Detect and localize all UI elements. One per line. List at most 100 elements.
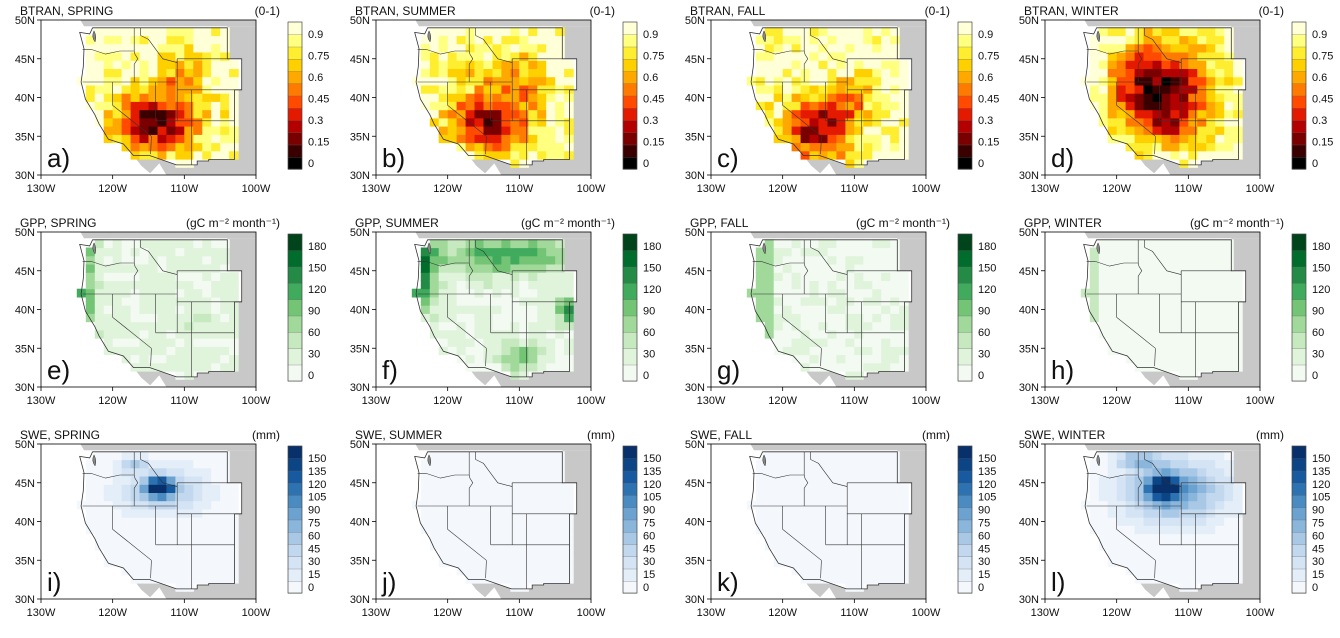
y-tick-label: 30N <box>15 170 35 182</box>
colorbar-tick-label: 45 <box>643 543 655 555</box>
grid-cell <box>211 338 221 347</box>
grid-cell <box>899 84 909 94</box>
grid-cell <box>854 500 864 510</box>
grid-cell <box>1170 288 1180 298</box>
grid-cell <box>1233 150 1243 160</box>
grid-cell <box>854 288 864 298</box>
grid-cell <box>130 93 141 102</box>
grid-cell <box>1098 93 1109 102</box>
grid-cell <box>175 117 185 127</box>
colorbar-swatch <box>622 132 638 146</box>
grid-cell <box>1188 93 1198 102</box>
grid-cell <box>474 517 485 526</box>
grid-cell <box>1134 484 1145 493</box>
grid-cell <box>220 467 230 477</box>
grid-cell <box>818 134 829 144</box>
grid-cell <box>872 467 882 477</box>
y-tick-label: 40N <box>685 517 705 529</box>
grid-cell <box>456 134 467 144</box>
grid-cell <box>429 68 440 78</box>
data-grid <box>1080 451 1243 592</box>
map-svg: 130W 120W 110W 100W30N35N40N45N50N150135120… <box>1019 439 1331 619</box>
grid-cell <box>1125 550 1136 559</box>
grid-cell <box>791 492 802 502</box>
grid-cell <box>220 296 230 306</box>
grid-cell <box>1188 35 1198 45</box>
grid-cell <box>519 550 529 559</box>
grid-cell <box>764 484 775 493</box>
grid-cell <box>528 467 538 477</box>
x-tick-label: 100W <box>577 395 606 407</box>
grid-cell <box>175 109 185 119</box>
grid-cell <box>818 476 829 485</box>
grid-cell <box>1206 288 1216 298</box>
grid-cell <box>456 280 467 290</box>
grid-cell <box>220 60 230 69</box>
grid-cell <box>184 272 194 281</box>
grid-cell <box>85 525 96 535</box>
grid-cell <box>1134 321 1145 331</box>
grid-cell <box>1224 109 1234 119</box>
grid-cell <box>1134 305 1145 314</box>
grid-cell <box>1197 533 1207 543</box>
colorbar-tick-label: 150 <box>978 453 996 465</box>
y-tick-label: 35N <box>15 131 35 143</box>
grid-cell <box>148 574 159 584</box>
x-tick-label: 100W <box>1246 395 1275 407</box>
grid-cell <box>1134 500 1145 510</box>
grid-cell <box>537 264 547 273</box>
grid-cell <box>782 272 793 281</box>
grid-cell <box>1224 76 1234 86</box>
grid-cell <box>184 550 194 559</box>
grid-cell <box>827 476 838 485</box>
grid-cell <box>564 93 574 102</box>
grid-cell <box>1170 150 1180 160</box>
grid-cell <box>121 467 132 477</box>
grid-cell <box>755 492 766 502</box>
grid-cell <box>818 500 829 510</box>
grid-cell <box>157 255 168 265</box>
grid-cell <box>854 43 864 53</box>
grid-cell <box>854 239 864 249</box>
grid-cell <box>827 76 838 86</box>
grid-cell <box>764 52 775 61</box>
colorbar-tick-label: 60 <box>643 530 655 542</box>
grid-cell <box>528 247 538 257</box>
grid-cell <box>1152 52 1163 61</box>
grid-cell <box>193 492 203 502</box>
grid-cell <box>157 451 168 461</box>
grid-cell <box>94 117 105 127</box>
grid-cell <box>755 305 766 314</box>
grid-cell <box>447 346 458 356</box>
grid-cell <box>872 550 882 559</box>
grid-cell <box>1125 508 1136 518</box>
grid-cell <box>1233 296 1243 306</box>
grid-cell <box>148 126 159 135</box>
colorbar-swatch <box>957 58 973 72</box>
grid-cell <box>528 533 538 543</box>
grid-cell <box>755 60 766 69</box>
grid-cell <box>447 558 458 568</box>
grid-cell <box>1233 525 1243 535</box>
grid-cell <box>872 60 882 69</box>
grid-cell <box>1206 500 1216 510</box>
grid-cell <box>764 541 775 551</box>
x-tick-label: 130W <box>362 607 391 619</box>
grid-cell <box>130 84 141 94</box>
grid-cell <box>1152 346 1163 356</box>
grid-cell <box>555 346 565 356</box>
grid-cell <box>1116 239 1127 249</box>
grid-cell <box>881 142 891 152</box>
map-panel-i: 130W 120W 110W 100W 30N 35N 40N 45N 50N 150 135 120… <box>8 424 338 634</box>
grid-cell <box>791 255 802 265</box>
grid-cell <box>112 459 123 469</box>
grid-cell <box>1179 476 1189 485</box>
grid-cell <box>782 517 793 526</box>
grid-cell <box>148 459 159 469</box>
grid-cell <box>112 272 123 281</box>
grid-cell <box>890 550 900 559</box>
grid-cell <box>456 346 467 356</box>
grid-cell <box>773 126 784 135</box>
grid-cell <box>103 43 114 53</box>
grid-cell <box>229 362 239 372</box>
